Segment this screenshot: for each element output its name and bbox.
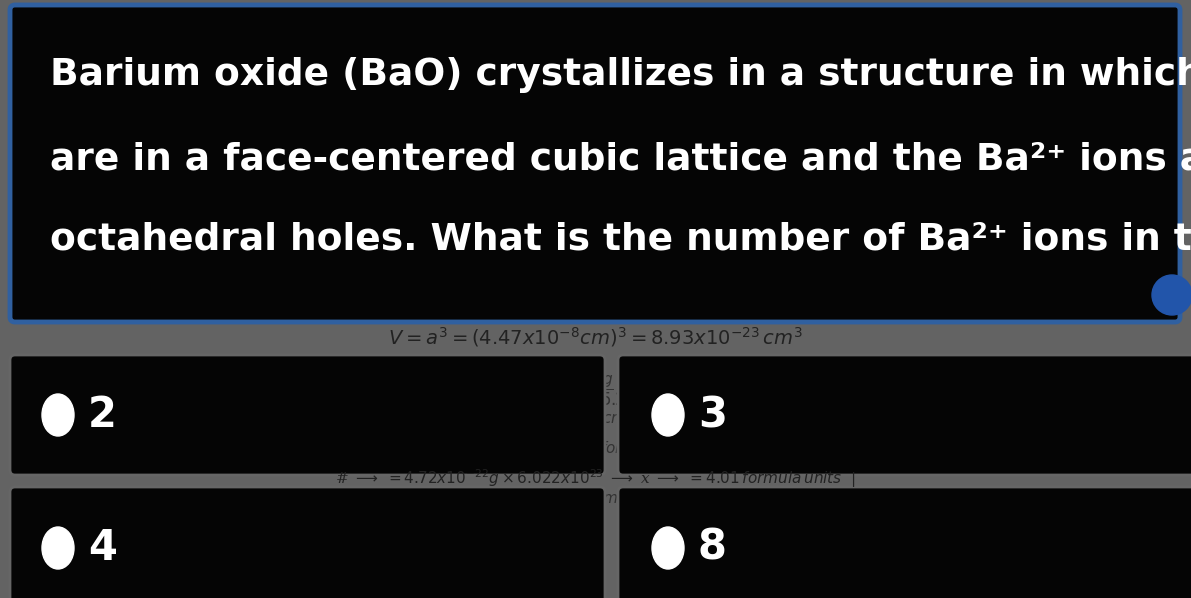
FancyBboxPatch shape [10, 5, 1180, 322]
Text: $5.28-$: $5.28-$ [600, 392, 654, 409]
Text: octahedral holes. What is the number of Ba²⁺ ions in the unit ce: octahedral holes. What is the number of … [50, 222, 1191, 258]
Text: $\dfrac{g}{\,}$: $\dfrac{g}{\,}$ [601, 378, 613, 395]
Text: 3: 3 [698, 394, 727, 436]
Ellipse shape [651, 394, 684, 436]
FancyBboxPatch shape [618, 355, 1191, 475]
Text: $cm$: $cm$ [601, 412, 626, 426]
Ellipse shape [651, 527, 684, 569]
Text: 2: 2 [88, 394, 117, 436]
FancyBboxPatch shape [618, 487, 1191, 598]
Text: 8: 8 [698, 527, 727, 569]
FancyBboxPatch shape [10, 355, 605, 475]
FancyBboxPatch shape [10, 487, 605, 598]
Text: Barium oxide (BaO) crystallizes in a structure in which the O²⁻ io: Barium oxide (BaO) crystallizes in a str… [50, 57, 1191, 93]
Text: 4: 4 [88, 527, 117, 569]
Text: $m$: $m$ [601, 492, 618, 506]
Ellipse shape [42, 394, 74, 436]
Ellipse shape [42, 527, 74, 569]
Text: are in a face-centered cubic lattice and the Ba²⁺ ions are in: are in a face-centered cubic lattice and… [50, 142, 1191, 178]
Text: $formu$: $formu$ [600, 440, 647, 456]
Text: $V = a^3 = (4.47x10^{-8}cm)^3 = 8.93x10^{-23}\,cm^3$: $V = a^3 = (4.47x10^{-8}cm)^3 = 8.93x10^… [388, 325, 803, 349]
Circle shape [1152, 275, 1191, 315]
Text: # $\mathit{\longrightarrow}$ $= 4.72x10^{-22}g \times 6.022x10^{23}$ $\mathit{\l: # $\mathit{\longrightarrow}$ $= 4.72x10^… [335, 468, 856, 490]
